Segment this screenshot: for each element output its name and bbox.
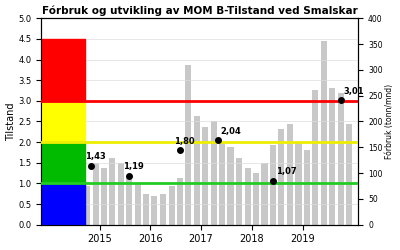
Y-axis label: Fórbruk (tonn/mnd): Fórbruk (tonn/mnd) <box>386 84 394 159</box>
Bar <box>177 178 183 225</box>
Bar <box>338 93 344 225</box>
Text: 1,19: 1,19 <box>123 162 144 172</box>
Text: 2,04: 2,04 <box>220 127 241 136</box>
Text: 1,43: 1,43 <box>85 152 106 162</box>
Bar <box>84 186 90 225</box>
Y-axis label: Tilstand: Tilstand <box>6 102 16 141</box>
Bar <box>169 186 175 225</box>
Text: 1,80: 1,80 <box>174 137 194 146</box>
Bar <box>58 194 65 225</box>
Bar <box>135 184 141 225</box>
Title: Fórbruk og utvikling av MOM B-Tilstand ved Smalskar: Fórbruk og utvikling av MOM B-Tilstand v… <box>42 6 358 16</box>
Bar <box>304 150 310 225</box>
Bar <box>346 124 352 225</box>
Bar <box>296 142 302 225</box>
Bar <box>118 163 124 225</box>
Bar <box>228 147 234 225</box>
Bar <box>126 178 132 225</box>
Bar <box>236 158 242 225</box>
Bar <box>202 127 208 225</box>
Bar <box>160 194 166 225</box>
Bar <box>270 145 276 225</box>
Bar <box>75 196 81 225</box>
Bar <box>278 129 284 225</box>
Bar <box>287 124 293 225</box>
Bar <box>312 90 318 225</box>
Bar <box>219 142 226 225</box>
Bar <box>92 163 99 225</box>
Bar <box>151 196 158 225</box>
Bar <box>321 42 327 225</box>
Bar <box>245 168 251 225</box>
Bar <box>101 168 107 225</box>
Text: 1,07: 1,07 <box>276 167 296 176</box>
Bar <box>67 202 73 225</box>
Bar <box>143 194 149 225</box>
Bar <box>194 116 200 225</box>
Bar <box>329 88 335 225</box>
Bar <box>253 173 259 225</box>
Text: 3,01: 3,01 <box>343 87 364 96</box>
Bar <box>211 122 217 225</box>
Bar <box>109 158 115 225</box>
Bar <box>185 65 192 225</box>
Bar <box>262 163 268 225</box>
